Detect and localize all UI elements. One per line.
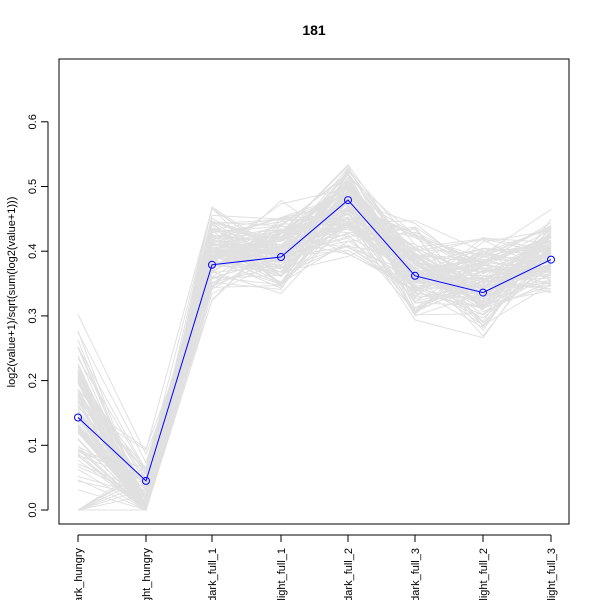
series-point [411, 271, 419, 280]
y-tick-label: 0.6 [27, 114, 39, 129]
background-series-line [77, 212, 552, 501]
y-tick-label: 0.4 [27, 244, 39, 259]
y-tick-label: 0.3 [27, 308, 39, 323]
background-series-line [77, 165, 552, 512]
y-tick-label: 0.1 [27, 438, 39, 453]
series-point [142, 476, 150, 485]
background-series-line [77, 204, 552, 479]
highlighted-series [74, 196, 555, 485]
series-point [208, 260, 216, 269]
series-point [344, 196, 352, 205]
y-tick-label: 0.2 [27, 373, 39, 388]
x-axis: dark_hungry light_hungry dark_full_1 light_… [73, 534, 558, 600]
background-series-line [77, 207, 552, 472]
y-axis-label: log2(value+1)/sqrt(sum(log2(value+1))) [6, 197, 18, 388]
background-series-line [77, 188, 552, 497]
background-series-lines [77, 163, 552, 512]
x-tick-label: light_full_1 [276, 548, 288, 600]
series-point [547, 255, 555, 264]
x-tick-label: dark_hungry [73, 548, 85, 600]
y-tick-label: 0.5 [27, 179, 39, 194]
plot-frame [58, 58, 570, 525]
background-series-line [77, 213, 552, 473]
background-series-line [77, 180, 552, 511]
x-tick-label: dark_full_3 [410, 548, 422, 600]
x-tick-label: dark_full_2 [343, 548, 355, 600]
x-tick-label: dark_full_1 [207, 548, 219, 600]
y-axis: 0.0 0.1 0.2 0.3 0.4 0.5 0.6 [27, 114, 49, 518]
background-series-line [77, 205, 552, 512]
x-tick-label: light_hungry [141, 548, 153, 600]
x-tick-label: light_full_3 [546, 548, 558, 600]
background-series-line [77, 186, 552, 511]
series-point [277, 253, 285, 261]
series-point [74, 413, 82, 422]
series-point [479, 288, 487, 297]
x-tick-label: light_full_2 [478, 548, 490, 600]
background-series-line [77, 206, 552, 509]
series-line [77, 199, 552, 482]
chart-title: 181 [302, 22, 326, 38]
y-tick-label: 0.0 [27, 502, 39, 517]
